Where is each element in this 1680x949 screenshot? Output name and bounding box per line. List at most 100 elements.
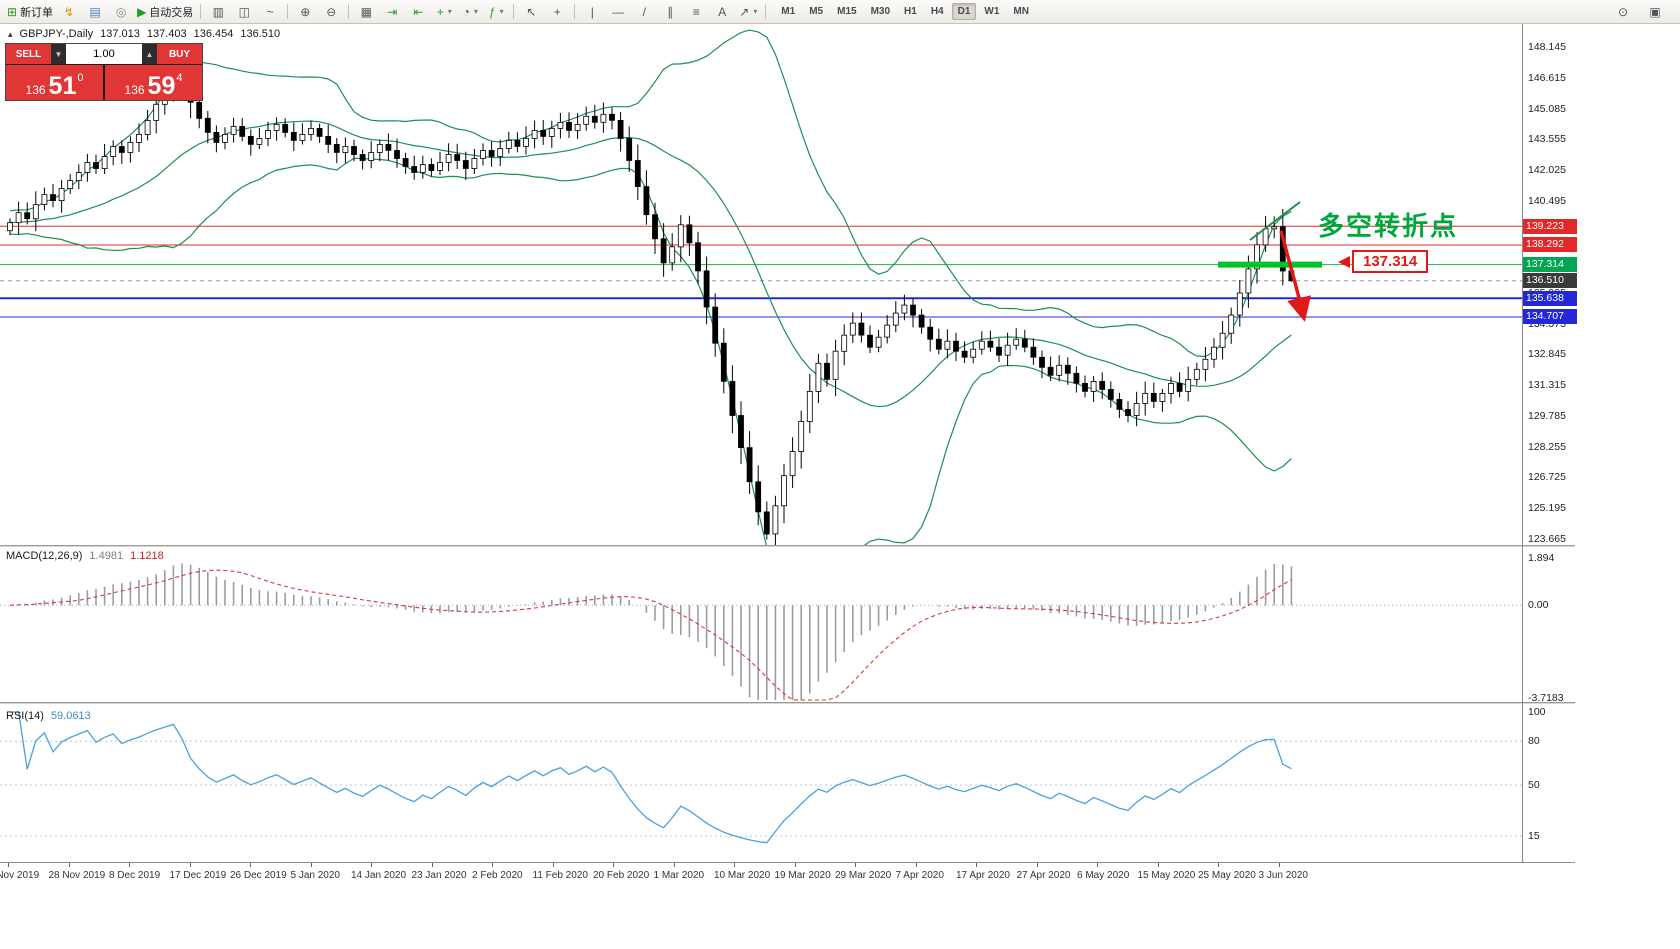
timeframe-w1-button[interactable]: W1 <box>984 6 1000 17</box>
new-order-button[interactable]: ⊞ 新订单 <box>4 2 56 22</box>
ohlc-high: 137.403 <box>146 28 187 40</box>
time-tick <box>915 863 917 867</box>
candlestick-chart-button[interactable]: ◫ <box>231 2 257 22</box>
date-label: 19 Mar 2020 <box>774 870 831 881</box>
buy-price-pip: 4 <box>176 72 183 84</box>
channel-button[interactable]: ∥ <box>657 2 683 22</box>
zoom-out-icon: ⊖ <box>326 4 337 19</box>
time-tick <box>673 863 675 867</box>
horizontal-line-button[interactable]: — <box>605 2 631 22</box>
auto-trading-icon: ▶ <box>137 4 147 19</box>
trendline-button[interactable]: / <box>631 2 657 22</box>
panel-divider[interactable] <box>0 545 1575 548</box>
date-label: 14 Jan 2020 <box>351 870 407 881</box>
community-button[interactable]: ◎ <box>108 2 134 22</box>
macd-panel[interactable] <box>0 548 1522 702</box>
periods-button[interactable]: ◔ ▾ <box>457 2 483 22</box>
time-tick <box>371 863 372 867</box>
time-tick <box>1097 863 1098 867</box>
turning-point-label[interactable]: 多空转折点 <box>1318 211 1459 241</box>
auto-scroll-button[interactable]: ⇥ <box>379 2 405 22</box>
timeframe-d1-button[interactable]: D1 <box>951 3 977 20</box>
chevron-down-icon: ▾ <box>473 7 478 16</box>
date-label: 23 Jan 2020 <box>411 870 467 881</box>
ohlc-open: 137.013 <box>100 28 140 40</box>
panel-divider[interactable] <box>0 702 1575 705</box>
timeframe-h4-button[interactable]: H4 <box>930 6 944 17</box>
toolbar-separator <box>765 4 767 19</box>
periods-icon: ◔ <box>462 4 470 19</box>
tile-windows-button[interactable]: ▦ <box>353 2 379 22</box>
symbol-name: GBPJPY-,Daily <box>19 28 94 40</box>
vertical-line-button[interactable]: | <box>579 2 605 22</box>
indicators-button[interactable]: ƒ ▾ <box>483 2 509 22</box>
zoom-tool-button[interactable]: ⊙ <box>1610 2 1636 22</box>
date-label: 7 Apr 2020 <box>895 870 944 881</box>
toolbar-separator <box>348 4 350 19</box>
date-label: 27 Apr 2020 <box>1016 870 1071 881</box>
time-tick <box>855 863 856 867</box>
profiles-button[interactable]: ▤ <box>82 2 108 22</box>
time-tick <box>1278 863 1280 867</box>
text-tool-button[interactable]: A <box>709 2 735 22</box>
fibonacci-button[interactable]: ≡ <box>683 2 709 22</box>
volume-decrease-button[interactable]: ▼ <box>51 44 66 64</box>
timeframe-m30-button[interactable]: M30 <box>870 6 891 17</box>
date-label: 2 Feb 2020 <box>472 870 523 881</box>
date-label: 11 Feb 2020 <box>532 870 588 881</box>
timeframe-h1-button[interactable]: H1 <box>904 6 917 17</box>
auto-trading-button-label: 自动交易 <box>149 6 194 19</box>
time-tick <box>8 863 9 867</box>
sell-price-main: 51 <box>48 72 77 100</box>
timeframe-m5-button[interactable]: M5 <box>809 6 824 17</box>
chevron-down-icon: ▾ <box>753 7 758 16</box>
panel-toggle-button[interactable]: ▣ <box>1642 2 1668 22</box>
crosshair-button[interactable]: + <box>544 2 570 22</box>
date-label: 17 Dec 2019 <box>169 870 227 881</box>
date-label: 9 Nov 2019 <box>0 870 40 881</box>
new-chart-button[interactable]: + ▾ <box>431 2 457 22</box>
timeframe-m15-button[interactable]: M15 <box>837 6 857 17</box>
arrows-tool-button[interactable]: ↗ ▾ <box>735 2 761 22</box>
line-chart-button[interactable]: ~ <box>257 2 283 22</box>
buy-button[interactable]: BUY <box>157 44 202 64</box>
scale-border <box>1522 24 1523 862</box>
price-scale[interactable] <box>1522 24 1575 862</box>
sell-button[interactable]: SELL <box>6 44 51 64</box>
chevron-down-icon: ▾ <box>499 7 504 16</box>
trendline-icon: / <box>642 4 646 19</box>
time-tick <box>976 863 977 867</box>
timeframe-m1-button[interactable]: M1 <box>781 6 796 17</box>
timeframe-mn-button[interactable]: MN <box>1013 6 1029 17</box>
community-icon: ◎ <box>115 4 127 19</box>
rsi-name: RSI(14) <box>6 710 44 722</box>
sell-price-button[interactable]: 136 51 0 <box>6 65 103 100</box>
auto-trading-button[interactable]: ▶ 自动交易 <box>134 2 196 22</box>
bar-chart-button[interactable]: ▥ <box>205 2 231 22</box>
price-tag-label[interactable]: 137.314 <box>1352 250 1429 273</box>
volume-increase-button[interactable]: ▲ <box>142 44 157 64</box>
rsi-value: 59.0613 <box>50 710 91 722</box>
main-toolbar: ⊞ 新订单 ↯ ▤ ◎ ▶ 自动交易 ▥ ◫ ~ ⊕ ⊖ ▦ ⇥ ⇤ + ▾ ◔ ▾ ƒ ▾ ↖ + | — / ∥ ≡ A ↗ ▾ M1 M5… <box>0 0 1680 24</box>
cursor-button[interactable]: ↖ <box>518 2 544 22</box>
volume-input[interactable] <box>66 44 142 64</box>
rsi-panel[interactable] <box>0 705 1522 861</box>
macd-signal-value: 1.1218 <box>130 550 164 562</box>
buy-price-button[interactable]: 136 59 4 <box>105 65 202 100</box>
zoom-in-button[interactable]: ⊕ <box>292 2 318 22</box>
date-label: 29 Mar 2020 <box>835 870 892 881</box>
toolbar-separator <box>287 4 289 19</box>
chart-shift-button[interactable]: ⇤ <box>405 2 431 22</box>
date-label: 1 Mar 2020 <box>653 870 705 881</box>
new-order-icon: ⊞ <box>7 4 18 19</box>
new-order-button-label: 新订单 <box>20 6 54 19</box>
chart-canvas[interactable] <box>0 24 1522 545</box>
chart-wizard-button[interactable]: ↯ <box>56 2 82 22</box>
macd-main-value: 1.4981 <box>89 550 124 562</box>
date-label: 6 May 2020 <box>1077 870 1130 881</box>
date-label: 5 Jan 2020 <box>290 870 341 881</box>
zoom-out-button[interactable]: ⊖ <box>318 2 344 22</box>
time-tick <box>734 863 735 867</box>
oneclick-collapse-icon[interactable]: ▴ <box>8 28 13 39</box>
